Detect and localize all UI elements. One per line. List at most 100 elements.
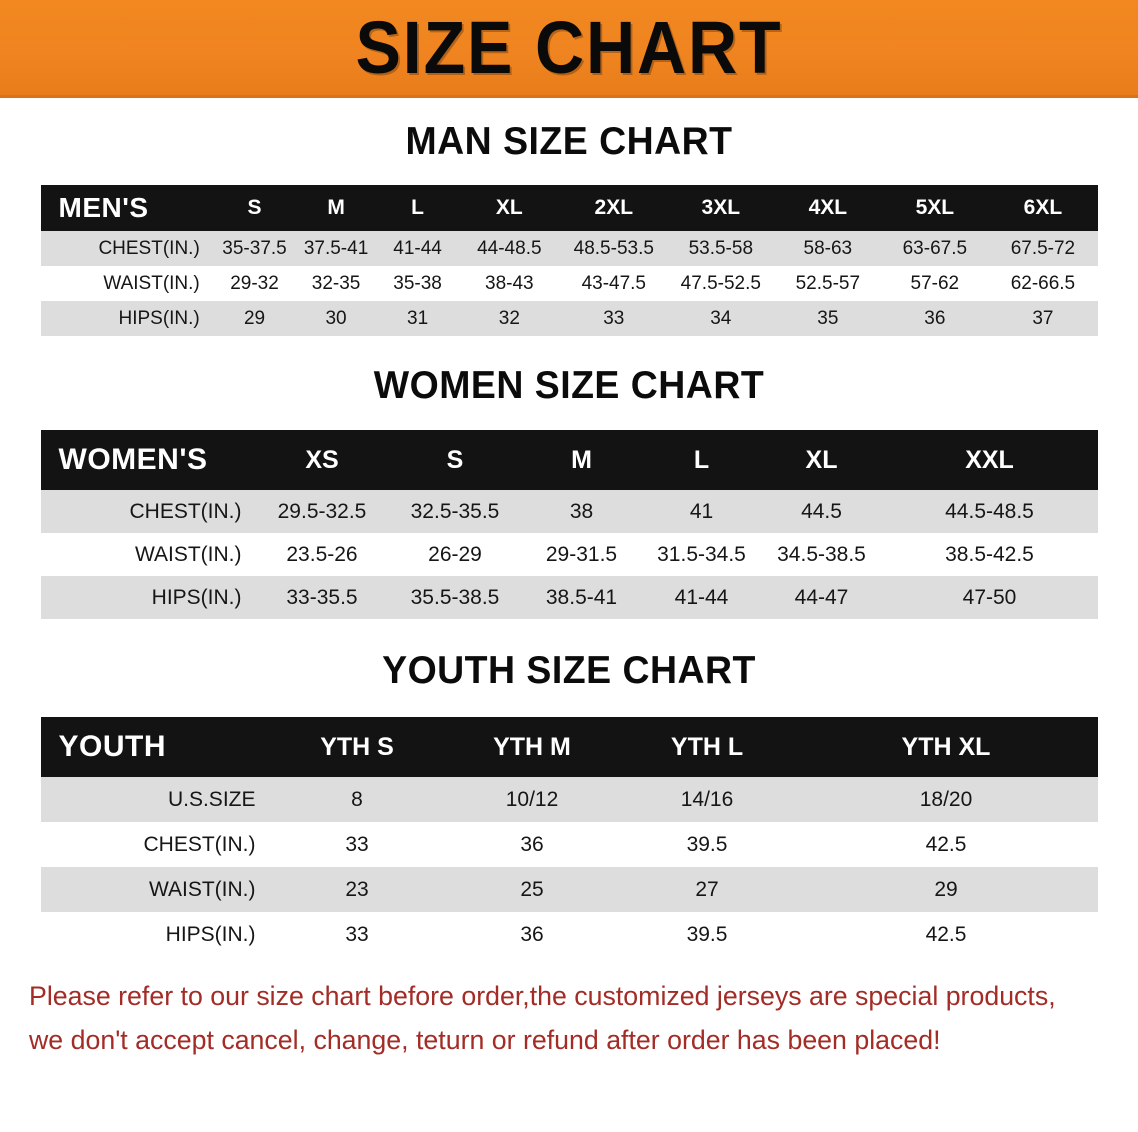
man-brand-label: MEN'S bbox=[40, 185, 214, 231]
women-size-table: WOMEN'S XS S M L XL XXL CHEST(IN.) 29.5-… bbox=[40, 430, 1098, 619]
youth-cell: 33 bbox=[269, 822, 445, 867]
man-row-label: WAIST(IN.) bbox=[40, 266, 214, 301]
women-cell: 41-44 bbox=[641, 576, 762, 619]
women-col-header: L bbox=[641, 430, 762, 490]
women-cell: 26-29 bbox=[388, 533, 522, 576]
youth-row-label: CHEST(IN.) bbox=[40, 822, 270, 867]
women-cell: 41 bbox=[641, 490, 762, 533]
women-cell: 44.5-48.5 bbox=[881, 490, 1098, 533]
women-cell: 44-47 bbox=[761, 576, 882, 619]
youth-cell: 36 bbox=[444, 822, 620, 867]
youth-cell: 8 bbox=[269, 777, 445, 822]
women-col-header: M bbox=[521, 430, 642, 490]
man-cell: 67.5-72 bbox=[988, 231, 1098, 266]
youth-row-label: HIPS(IN.) bbox=[40, 912, 270, 957]
youth-cell: 39.5 bbox=[619, 912, 795, 957]
man-cell: 36 bbox=[881, 301, 989, 336]
man-col-header: 3XL bbox=[667, 185, 775, 231]
man-cell: 47.5-52.5 bbox=[667, 266, 775, 301]
table-row: CHEST(IN.) 35-37.5 37.5-41 41-44 44-48.5… bbox=[40, 231, 1098, 266]
women-cell: 38.5-42.5 bbox=[881, 533, 1098, 576]
table-row: HIPS(IN.) 33 36 39.5 42.5 bbox=[40, 912, 1098, 957]
man-col-header: L bbox=[376, 185, 459, 231]
youth-section-title: YOUTH SIZE CHART bbox=[382, 649, 756, 692]
women-col-header: XS bbox=[255, 430, 389, 490]
youth-brand-label: YOUTH bbox=[40, 717, 270, 777]
man-cell: 58-63 bbox=[774, 231, 882, 266]
man-col-header: M bbox=[295, 185, 377, 231]
table-row: CHEST(IN.) 29.5-32.5 32.5-35.5 38 41 44.… bbox=[40, 490, 1098, 533]
table-row: CHEST(IN.) 33 36 39.5 42.5 bbox=[40, 822, 1098, 867]
youth-col-header: YTH XL bbox=[794, 717, 1098, 777]
women-row-label: CHEST(IN.) bbox=[40, 490, 256, 533]
man-col-header: 5XL bbox=[881, 185, 989, 231]
table-row: WAIST(IN.) 23.5-26 26-29 29-31.5 31.5-34… bbox=[40, 533, 1098, 576]
man-cell: 30 bbox=[295, 301, 377, 336]
man-cell: 33 bbox=[560, 301, 668, 336]
youth-cell: 14/16 bbox=[619, 777, 795, 822]
women-cell: 44.5 bbox=[761, 490, 882, 533]
man-cell: 37.5-41 bbox=[295, 231, 377, 266]
man-col-header: 6XL bbox=[988, 185, 1098, 231]
man-col-header: 2XL bbox=[560, 185, 668, 231]
youth-cell: 42.5 bbox=[794, 912, 1098, 957]
man-section-title: MAN SIZE CHART bbox=[405, 120, 733, 163]
women-col-header: XXL bbox=[881, 430, 1098, 490]
policy-line-2: we don't accept cancel, change, teturn o… bbox=[29, 1024, 941, 1055]
women-cell: 32.5-35.5 bbox=[388, 490, 522, 533]
youth-cell: 25 bbox=[444, 867, 620, 912]
women-size-table-wrapper: WOMEN'S XS S M L XL XXL CHEST(IN.) 29.5-… bbox=[40, 430, 1098, 619]
man-cell: 52.5-57 bbox=[774, 266, 882, 301]
women-cell: 47-50 bbox=[881, 576, 1098, 619]
man-cell: 62-66.5 bbox=[988, 266, 1098, 301]
youth-cell: 23 bbox=[269, 867, 445, 912]
man-header-row: MEN'S S M L XL 2XL 3XL 4XL 5XL 6XL bbox=[40, 185, 1098, 231]
women-cell: 29.5-32.5 bbox=[255, 490, 389, 533]
youth-cell: 42.5 bbox=[794, 822, 1098, 867]
women-cell: 38 bbox=[521, 490, 642, 533]
man-cell: 44-48.5 bbox=[458, 231, 561, 266]
women-row-label: HIPS(IN.) bbox=[40, 576, 256, 619]
man-cell: 35-38 bbox=[376, 266, 459, 301]
man-cell: 32 bbox=[458, 301, 561, 336]
man-cell: 63-67.5 bbox=[881, 231, 989, 266]
youth-cell: 29 bbox=[794, 867, 1098, 912]
man-size-table-wrapper: MEN'S S M L XL 2XL 3XL 4XL 5XL 6XL CHEST… bbox=[40, 185, 1098, 336]
man-cell: 41-44 bbox=[376, 231, 459, 266]
women-col-header: S bbox=[388, 430, 522, 490]
return-policy-note: Please refer to our size chart before or… bbox=[29, 975, 1098, 1062]
man-col-header: 4XL bbox=[774, 185, 882, 231]
women-cell: 23.5-26 bbox=[255, 533, 389, 576]
women-cell: 38.5-41 bbox=[521, 576, 642, 619]
man-col-header: XL bbox=[458, 185, 561, 231]
women-brand-label: WOMEN'S bbox=[40, 430, 256, 490]
women-col-header: XL bbox=[761, 430, 882, 490]
man-cell: 48.5-53.5 bbox=[560, 231, 668, 266]
man-cell: 29 bbox=[213, 301, 296, 336]
youth-size-table-wrapper: YOUTH YTH S YTH M YTH L YTH XL U.S.SIZE … bbox=[40, 717, 1098, 957]
youth-col-header: YTH M bbox=[444, 717, 620, 777]
man-cell: 53.5-58 bbox=[667, 231, 775, 266]
man-size-table: MEN'S S M L XL 2XL 3XL 4XL 5XL 6XL CHEST… bbox=[40, 185, 1098, 336]
women-row-label: WAIST(IN.) bbox=[40, 533, 256, 576]
man-col-header: S bbox=[213, 185, 296, 231]
youth-cell: 27 bbox=[619, 867, 795, 912]
man-cell: 34 bbox=[667, 301, 775, 336]
youth-size-table: YOUTH YTH S YTH M YTH L YTH XL U.S.SIZE … bbox=[40, 717, 1098, 957]
man-cell: 57-62 bbox=[881, 266, 989, 301]
women-cell: 31.5-34.5 bbox=[641, 533, 762, 576]
table-row: HIPS(IN.) 33-35.5 35.5-38.5 38.5-41 41-4… bbox=[40, 576, 1098, 619]
table-row: WAIST(IN.) 23 25 27 29 bbox=[40, 867, 1098, 912]
youth-col-header: YTH L bbox=[619, 717, 795, 777]
women-cell: 34.5-38.5 bbox=[761, 533, 882, 576]
youth-cell: 39.5 bbox=[619, 822, 795, 867]
youth-row-label: U.S.SIZE bbox=[40, 777, 270, 822]
youth-cell: 18/20 bbox=[794, 777, 1098, 822]
women-cell: 33-35.5 bbox=[255, 576, 389, 619]
man-row-label: HIPS(IN.) bbox=[40, 301, 214, 336]
women-section-title: WOMEN SIZE CHART bbox=[373, 364, 765, 407]
man-cell: 29-32 bbox=[213, 266, 296, 301]
table-row: WAIST(IN.) 29-32 32-35 35-38 38-43 43-47… bbox=[40, 266, 1098, 301]
man-cell: 43-47.5 bbox=[560, 266, 668, 301]
youth-row-label: WAIST(IN.) bbox=[40, 867, 270, 912]
